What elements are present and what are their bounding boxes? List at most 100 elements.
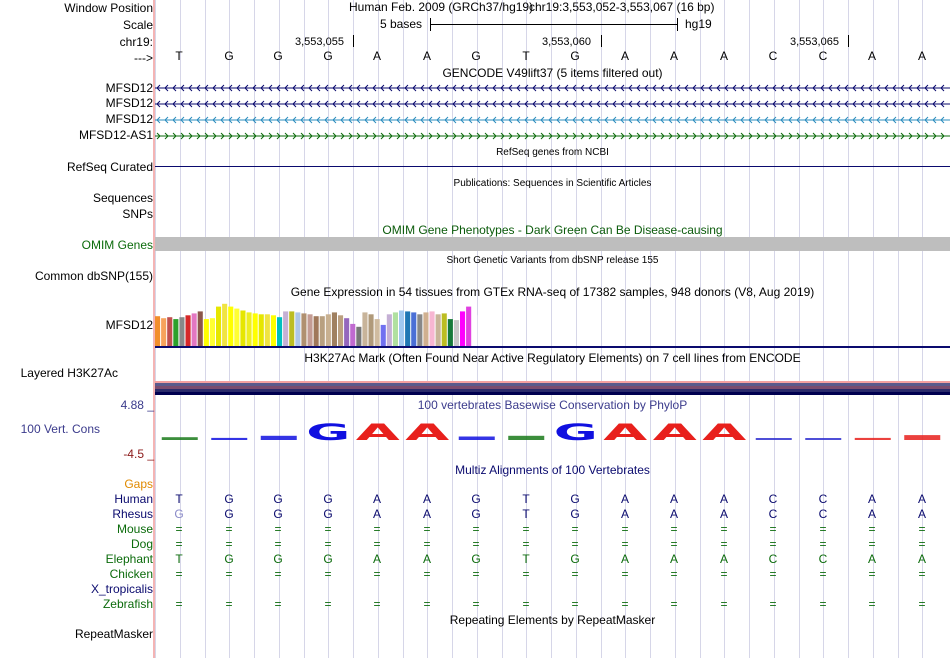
strand-chevron bbox=[196, 84, 201, 92]
position-text[interactable]: chr19:3,553,052-3,553,067 (16 bp) bbox=[529, 0, 715, 14]
gencode-item-label[interactable]: MFSD12 bbox=[105, 81, 153, 95]
strand-chevron bbox=[700, 100, 705, 108]
omim-feature-bar[interactable] bbox=[155, 237, 950, 251]
gtex-tissue-bar bbox=[386, 314, 392, 346]
strand-chevron bbox=[436, 84, 441, 92]
strand-chevron bbox=[780, 132, 785, 140]
gtex-bar-graph[interactable] bbox=[155, 298, 950, 346]
strand-chevron bbox=[460, 100, 465, 108]
strand-chevron bbox=[340, 132, 345, 140]
refseq-gene-line[interactable] bbox=[155, 166, 950, 167]
strand-chevron bbox=[300, 100, 305, 108]
scale-bar-text: 5 bases bbox=[380, 17, 423, 31]
repeatmasker-label[interactable]: RepeatMasker bbox=[74, 627, 153, 641]
species-label[interactable]: Chicken bbox=[109, 567, 153, 581]
alignment-gap-marker: = bbox=[819, 537, 827, 551]
strand-chevron bbox=[716, 116, 721, 124]
coord-tick-mark bbox=[848, 35, 849, 47]
strand-chevron bbox=[316, 100, 321, 108]
strand-chevron bbox=[356, 116, 361, 124]
strand-chevron bbox=[852, 116, 857, 124]
strand-chevron bbox=[500, 84, 505, 92]
strand-chevron bbox=[252, 132, 257, 140]
species-label[interactable]: Elephant bbox=[105, 552, 153, 566]
logo-small-mark bbox=[508, 435, 545, 440]
dbsnp-label[interactable]: Common dbSNP(155) bbox=[34, 269, 153, 283]
strand-chevron bbox=[196, 100, 201, 108]
strand-chevron bbox=[804, 116, 809, 124]
publications-track-title: Publications: Sequences in Scientific Ar… bbox=[453, 178, 652, 189]
alignment-gap-marker: = bbox=[274, 522, 282, 536]
alignment-gap-marker: = bbox=[621, 537, 629, 551]
strand-chevron bbox=[892, 116, 897, 124]
gencode-transcripts[interactable] bbox=[155, 80, 950, 144]
strand-chevron bbox=[772, 84, 777, 92]
strand-chevron bbox=[748, 132, 753, 140]
alignment-gap-marker: = bbox=[225, 537, 233, 551]
strand-chevron bbox=[172, 84, 177, 92]
strand-chevron bbox=[636, 100, 641, 108]
strand-chevron bbox=[468, 132, 473, 140]
alignment-gap-marker: = bbox=[472, 567, 480, 581]
species-label[interactable]: X_tropicalis bbox=[90, 582, 153, 596]
alignment-base: A bbox=[669, 492, 678, 506]
strand-chevron bbox=[420, 84, 425, 92]
alignment-base: G bbox=[224, 507, 234, 521]
gencode-item-label[interactable]: MFSD12 bbox=[105, 96, 153, 110]
strand-chevron bbox=[188, 84, 193, 92]
dbsnp-track-title: Short Genetic Variants from dbSNP releas… bbox=[446, 255, 659, 266]
strand-chevron bbox=[820, 100, 825, 108]
omim-label[interactable]: OMIM Genes bbox=[81, 238, 153, 252]
alignment-base: C bbox=[818, 492, 828, 506]
strand-chevron bbox=[380, 132, 385, 140]
h3k27ac-label[interactable]: Layered H3K27Ac bbox=[20, 366, 118, 380]
publications-label-sequences[interactable]: Sequences bbox=[92, 191, 153, 205]
strand-chevron bbox=[300, 116, 305, 124]
gtex-gene-label[interactable]: MFSD12 bbox=[105, 318, 153, 332]
strand-chevron bbox=[908, 116, 913, 124]
refseq-track-title: RefSeq genes from NCBI bbox=[496, 147, 609, 158]
gtex-tissue-bar bbox=[179, 317, 185, 346]
species-label[interactable]: Dog bbox=[130, 537, 153, 551]
strand-chevron bbox=[884, 100, 889, 108]
strand-chevron bbox=[220, 100, 225, 108]
strand-chevron bbox=[620, 116, 625, 124]
coord-tick-label: 3,553,065 bbox=[790, 36, 839, 48]
strand-chevron bbox=[684, 84, 689, 92]
species-label[interactable]: Human bbox=[114, 492, 153, 506]
gencode-item-label[interactable]: MFSD12 bbox=[105, 112, 153, 126]
scale-bar bbox=[430, 24, 678, 25]
strand-chevron bbox=[380, 100, 385, 108]
strand-chevron bbox=[196, 132, 201, 140]
strand-chevron bbox=[604, 100, 609, 108]
strand-chevron bbox=[524, 84, 529, 92]
gtex-tissue-bar bbox=[270, 315, 276, 346]
h3k27ac-signal-band[interactable] bbox=[155, 381, 950, 395]
gencode-item-label[interactable]: MFSD12-AS1 bbox=[78, 128, 153, 142]
strand-chevron bbox=[156, 132, 161, 140]
phylop-label[interactable]: 100 Vert. Cons bbox=[20, 422, 100, 436]
strand-chevron bbox=[516, 116, 521, 124]
strand-chevron bbox=[388, 116, 393, 124]
strand-chevron bbox=[324, 132, 329, 140]
species-label[interactable]: Rhesus bbox=[112, 507, 153, 521]
alignment-gap-marker: = bbox=[621, 522, 629, 536]
species-label[interactable]: Mouse bbox=[116, 522, 153, 536]
gtex-tissue-bar bbox=[295, 312, 301, 346]
refseq-label[interactable]: RefSeq Curated bbox=[66, 160, 153, 174]
alignment-gap-marker: = bbox=[918, 567, 926, 581]
strand-chevron bbox=[852, 100, 857, 108]
strand-chevron bbox=[580, 116, 585, 124]
strand-chevron bbox=[804, 100, 809, 108]
alignment-base: C bbox=[768, 492, 778, 506]
publications-label-snps[interactable]: SNPs bbox=[122, 207, 153, 221]
multiz-gaps-label[interactable]: Gaps bbox=[124, 477, 153, 491]
species-label[interactable]: Zebrafish bbox=[102, 597, 153, 611]
base-grid-line bbox=[551, 0, 552, 658]
strand-chevron bbox=[500, 132, 505, 140]
strand-chevron bbox=[636, 116, 641, 124]
strand-chevron bbox=[348, 100, 353, 108]
alignment-gap-marker: = bbox=[423, 522, 431, 536]
